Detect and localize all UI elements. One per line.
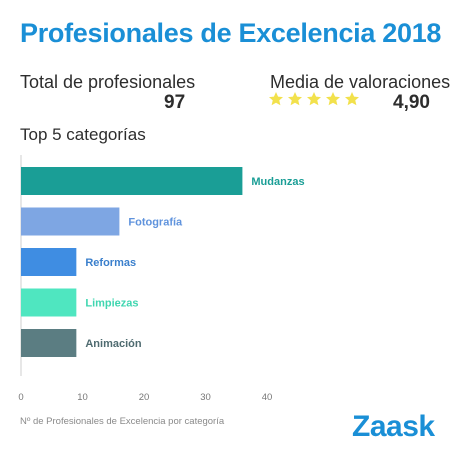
zaask-logo: Zaask <box>352 410 435 443</box>
star-icon <box>326 92 340 106</box>
x-tick-label: 40 <box>262 392 273 403</box>
bar-label: Fotografía <box>128 217 183 229</box>
page-title: Profesionales de Excelencia 2018 <box>20 18 442 48</box>
star-icon <box>269 92 283 106</box>
bar-label: Reformas <box>85 257 136 269</box>
bar-label: Mudanzas <box>251 176 304 188</box>
rating-stars <box>268 91 360 107</box>
bar-label: Limpiezas <box>85 298 138 310</box>
bar-animación <box>21 329 77 357</box>
star-icon <box>288 92 302 106</box>
x-tick-label: 0 <box>18 392 23 403</box>
bar-chart: Mudanzas Fotografía Reformas Limpiezas Anima… <box>18 155 305 403</box>
total-professionals-label: Total de profesionales <box>20 72 196 92</box>
chart-footnote: Nº de Profesionales de Excelencia por ca… <box>20 416 225 427</box>
bar-fotografía <box>21 207 120 236</box>
chart-subtitle: Top 5 categorías <box>20 125 146 144</box>
star-icon <box>307 92 321 106</box>
bar-label: Animación <box>85 338 142 350</box>
average-rating-label: Media de valoraciones <box>270 72 451 92</box>
bar-mudanzas <box>21 167 243 195</box>
total-professionals-value: 97 <box>164 92 186 113</box>
x-tick-label: 10 <box>77 392 88 403</box>
star-icon <box>345 92 359 106</box>
x-tick-label: 20 <box>139 392 150 403</box>
bar-reformas <box>21 248 77 276</box>
x-tick-label: 30 <box>200 392 211 403</box>
average-rating-value: 4,90 <box>393 92 430 113</box>
bar-limpiezas <box>21 288 77 317</box>
